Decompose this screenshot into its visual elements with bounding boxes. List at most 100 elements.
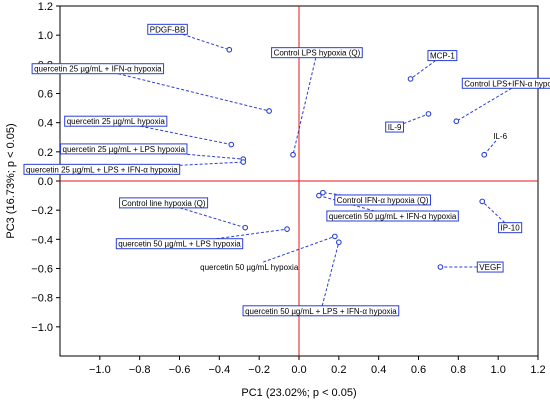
point-label: Control LPS hypoxia (Q) [271,47,363,59]
point-label: quercetin 50 µg/mL hypoxia [200,263,299,272]
data-point [226,46,233,53]
point-label-box [326,210,459,222]
point-label-text: IL-6 [493,132,507,141]
y-axis-title: PC3 (16.73%; p < 0.05) [5,123,17,238]
point-label: quercetin 25 µg/mL hypoxia [64,115,168,127]
data-point [242,224,249,231]
point-label: quercetin 25 µg/mL + IFN-α hypoxia [31,63,165,75]
y-tick-label: −0.6 [31,264,53,276]
point-label-text: Control line hypoxia (Q) [122,199,206,208]
y-tick-label: 1.2 [38,1,53,13]
point-labels: PDGF-BB Control LPS hypoxia (Q) MCP-1 querc… [23,23,550,317]
leader-line [216,228,288,240]
point-label: quercetin 50 µg/mL + LPS hypoxia [115,238,244,250]
y-tick-label: −0.4 [31,234,53,246]
data-point [407,76,414,82]
leader-line [182,33,230,51]
x-tick-label: 0.8 [451,364,466,376]
x-tick-label: −0.2 [248,364,270,376]
point-label-text: Control IFN-α hypoxia (Q) [337,196,429,205]
point-label: quercetin 25 µg/mL + LPS hypoxia [60,143,188,155]
point-label-box [119,197,209,209]
leader-line [321,242,340,306]
point-label-text: quercetin 25 µg/mL hypoxia [67,117,166,126]
point-label-box [271,47,363,59]
point-label: PDGF-BB [147,23,188,35]
data-point [335,239,342,246]
y-tick-label: 0.6 [38,89,53,101]
point-label-text: MCP-1 [430,52,455,61]
point-label-text: quercetin 25 µg/mL + LPS hypoxia [63,145,186,154]
point-label: quercetin 50 µg/mL + IFN-α hypoxia [326,210,459,222]
y-tick-label: 1.0 [38,30,53,42]
point-label-text: Control LPS+IFN-α hypoxia (Q) [464,79,550,88]
y-tick-label: 0.2 [38,147,53,159]
leader-lines [117,33,512,306]
leader-line [322,192,342,196]
data-point [240,159,247,165]
data-point [479,198,486,205]
y-tick-label: −0.2 [31,205,53,217]
point-label-text: IP-10 [501,224,521,233]
leader-line [263,235,336,263]
point-label-box [23,163,181,175]
y-tick-label: −1.0 [31,322,53,334]
x-tick-label: −0.8 [129,364,151,376]
point-label-box [147,23,188,35]
point-label-box [64,115,168,127]
leader-line [481,201,506,224]
point-label: MCP-1 [427,50,458,62]
point-label-text: quercetin 50 µg/mL + LPS + IFN-α hypoxia [245,307,397,316]
point-label-text: PDGF-BB [150,25,186,34]
point-label-box [498,222,523,234]
point-label-box [60,143,188,155]
leader-line [179,207,246,229]
x-tick-label: 0.6 [411,364,426,376]
point-label: IP-10 [498,222,523,234]
point-label-text: quercetin 50 µg/mL + IFN-α hypoxia [329,212,457,221]
point-label-box [476,261,504,273]
data-point [316,192,322,199]
point-label: Control LPS+IFN-α hypoxia (Q) [461,77,550,89]
point-label-box [461,77,550,89]
point-label-box [427,50,458,62]
point-label-box [385,121,404,133]
point-label-box [334,194,432,206]
leader-line [292,57,317,155]
x-tick-label: 0.0 [291,364,306,376]
y-tick-label: 0.4 [38,118,53,130]
point-label-text: IL-9 [388,123,402,132]
point-label: quercetin 25 µg/mL + LPS + IFN-α hypoxia [23,163,181,175]
y-tick-label: −0.8 [31,293,53,305]
axis-ticks: −1.0 −0.8 −0.6 −0.4 −0.2 0.0 0.2 0.4 0.6 0.8 1.0 1.… [31,1,545,376]
leader-line [117,73,270,112]
point-label-text: VEGF [479,263,501,272]
leader-line [456,87,512,122]
point-label: IL-9 [385,121,404,133]
reference-lines [60,6,538,356]
leader-line [140,125,232,146]
data-point [266,108,272,114]
point-label-text: quercetin 50 µg/mL + LPS hypoxia [118,240,241,249]
point-label: Control IFN-α hypoxia (Q) [334,194,432,206]
x-axis-title: PC1 (23.02%; p < 0.05) [241,387,356,399]
point-label: quercetin 50 µg/mL + LPS + IFN-α hypoxia [242,305,400,317]
data-point [284,226,290,232]
point-label: VEGF [476,261,504,273]
point-label-box [242,305,400,317]
leader-line [182,153,244,160]
x-tick-label: 1.0 [491,364,506,376]
data-point [481,151,488,158]
point-label-box [115,238,244,250]
leader-line [179,161,244,166]
point-label-text: quercetin 25 µg/mL + IFN-α hypoxia [34,65,162,74]
y-tick-label: 0.0 [38,176,53,188]
x-tick-label: −0.4 [208,364,230,376]
x-tick-label: 1.2 [530,364,545,376]
point-label-text: quercetin 25 µg/mL + LPS + IFN-α hypoxia [26,165,178,174]
x-tick-label: −0.6 [169,364,191,376]
data-point [290,151,296,158]
point-label-text: quercetin 50 µg/mL hypoxia [200,263,299,272]
leader-line [483,140,497,156]
